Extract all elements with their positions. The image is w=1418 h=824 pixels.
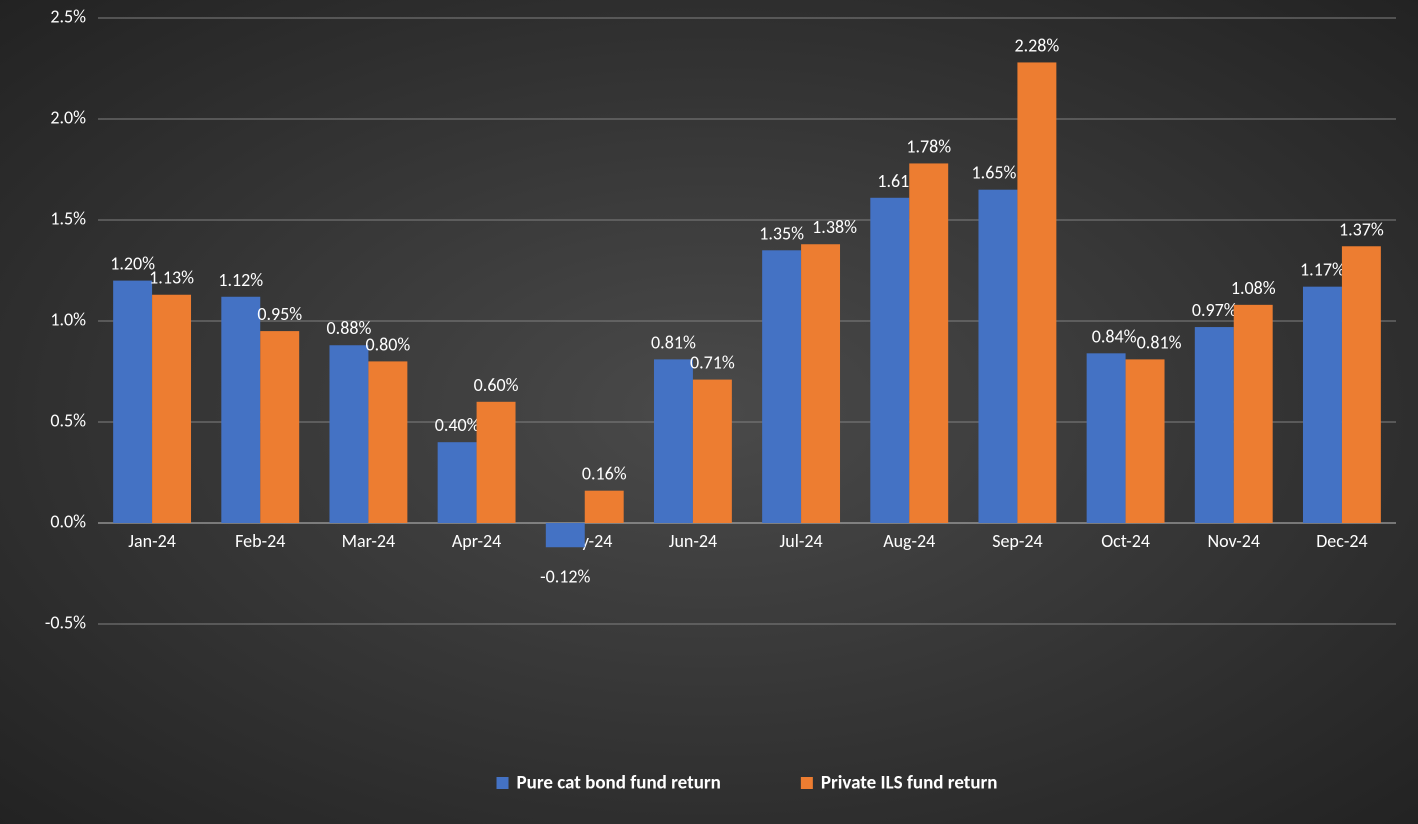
bar-Nov-24-series1: [1195, 327, 1234, 523]
data-label: 0.84%: [1092, 325, 1137, 347]
y-axis-tick-label: 2.5%: [50, 5, 86, 27]
y-axis-tick-label: 1.5%: [50, 207, 86, 229]
bar-Apr-24-series1: [438, 442, 477, 523]
data-label: 1.65%: [972, 162, 1017, 184]
bar-Feb-24-series1: [221, 297, 260, 523]
data-label: 0.40%: [435, 414, 480, 436]
data-label: 1.08%: [1231, 277, 1276, 299]
bar-Aug-24-series1: [870, 198, 909, 523]
fund-return-chart: -0.5%0.0%0.5%1.0%1.5%2.0%2.5%Jan-241.20%…: [0, 0, 1418, 824]
legend-label: Pure cat bond fund return: [517, 772, 721, 795]
x-axis-category-label: Jul-24: [780, 530, 823, 552]
bar-Apr-24-series2: [477, 402, 516, 523]
bar-May-24-series1: [546, 523, 585, 547]
data-label: 0.81%: [1137, 331, 1182, 353]
bar-Jan-24-series2: [152, 295, 191, 523]
bar-Dec-24-series2: [1342, 246, 1381, 523]
x-axis-category-label: Mar-24: [342, 530, 396, 552]
bar-Nov-24-series2: [1234, 305, 1273, 523]
data-label: 0.95%: [257, 303, 302, 325]
legend-swatch: [497, 777, 509, 789]
data-label: 1.38%: [812, 216, 857, 238]
x-axis-category-label: Jan-24: [128, 530, 176, 552]
data-label: 1.17%: [1300, 259, 1345, 281]
x-axis-category-label: Dec-24: [1316, 530, 1367, 552]
y-axis-tick-label: 2.0%: [50, 106, 86, 128]
legend-item-1: Pure cat bond fund return: [497, 772, 721, 795]
data-label: 0.16%: [582, 463, 627, 485]
bar-Aug-24-series2: [909, 163, 948, 523]
bar-Mar-24-series1: [329, 345, 368, 523]
x-axis-category-label: Apr-24: [452, 530, 501, 552]
legend-item-2: Private ILS fund return: [801, 772, 998, 795]
x-axis-category-label: Aug-24: [883, 530, 935, 552]
data-label: 0.81%: [651, 331, 696, 353]
bar-Oct-24-series1: [1087, 353, 1126, 523]
bar-Jul-24-series1: [762, 250, 801, 523]
legend-swatch: [801, 777, 813, 789]
bar-Oct-24-series2: [1126, 359, 1165, 523]
y-axis-tick-label: 1.0%: [50, 308, 86, 330]
bar-Jun-24-series2: [693, 380, 732, 523]
bar-Sep-24-series1: [978, 190, 1017, 523]
data-label: 2.28%: [1014, 34, 1059, 56]
x-axis-category-label: Nov-24: [1207, 530, 1260, 552]
legend-label: Private ILS fund return: [821, 772, 998, 795]
bar-Jan-24-series1: [113, 281, 152, 523]
bar-Mar-24-series2: [368, 361, 407, 523]
data-label: 1.78%: [906, 135, 951, 157]
data-label: 0.97%: [1192, 299, 1237, 321]
data-label: 0.71%: [690, 352, 735, 374]
data-label: 1.37%: [1339, 218, 1384, 240]
x-axis-category-label: Feb-24: [235, 530, 285, 552]
data-label: 0.80%: [365, 333, 410, 355]
data-label: -0.12%: [540, 566, 590, 588]
bar-Jul-24-series2: [801, 244, 840, 523]
data-label: 0.60%: [474, 374, 519, 396]
y-axis-tick-label: 0.5%: [50, 409, 86, 431]
y-axis-tick-label: -0.5%: [45, 611, 86, 633]
y-axis-tick-label: 0.0%: [50, 510, 86, 532]
x-axis-category-label: Jun-24: [669, 530, 717, 552]
bar-Jun-24-series1: [654, 359, 693, 523]
bar-May-24-series2: [585, 491, 624, 523]
data-label: 1.12%: [218, 269, 263, 291]
x-axis-category-label: Sep-24: [992, 530, 1042, 552]
bar-Feb-24-series2: [260, 331, 299, 523]
bar-Dec-24-series1: [1303, 287, 1342, 523]
x-axis-category-label: Oct-24: [1101, 530, 1150, 552]
bar-Sep-24-series2: [1017, 62, 1056, 523]
data-label: 1.13%: [149, 267, 194, 289]
data-label: 1.35%: [759, 222, 804, 244]
